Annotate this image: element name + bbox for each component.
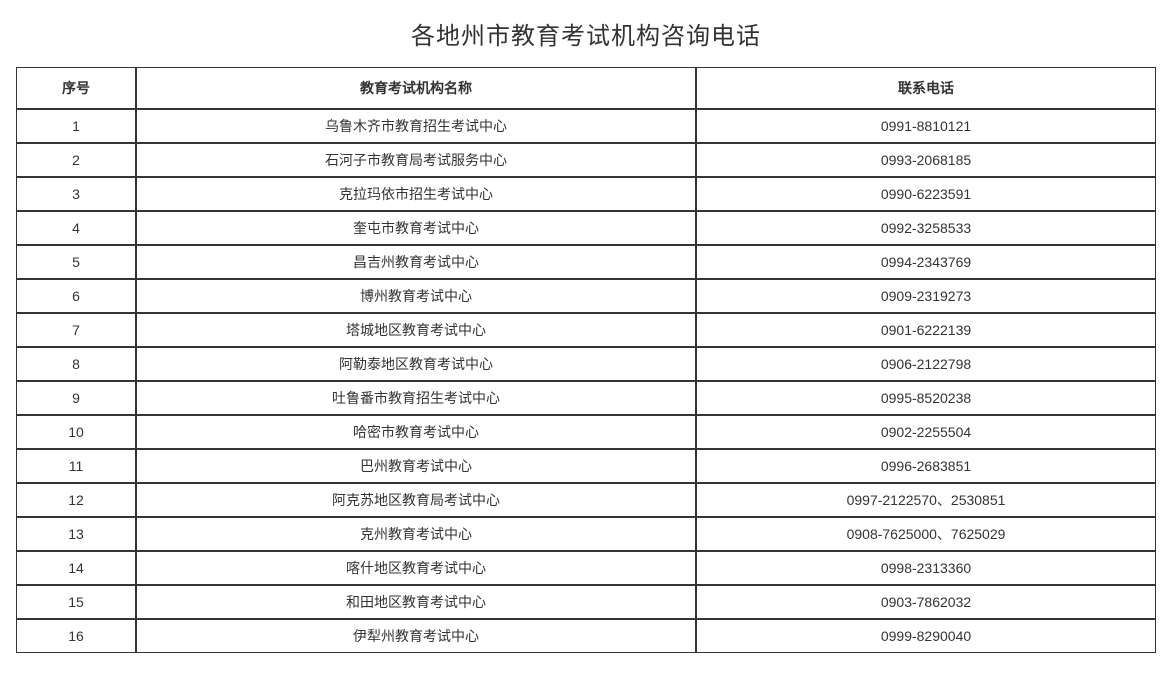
cell-name: 克拉玛依市招生考试中心 — [136, 177, 696, 211]
cell-phone: 0908-7625000、7625029 — [696, 517, 1156, 551]
cell-phone: 0996-2683851 — [696, 449, 1156, 483]
cell-name: 博州教育考试中心 — [136, 279, 696, 313]
cell-seq: 10 — [16, 415, 136, 449]
cell-seq: 13 — [16, 517, 136, 551]
cell-phone: 0901-6222139 — [696, 313, 1156, 347]
cell-seq: 16 — [16, 619, 136, 653]
cell-name: 奎屯市教育考试中心 — [136, 211, 696, 245]
cell-seq: 15 — [16, 585, 136, 619]
cell-seq: 12 — [16, 483, 136, 517]
cell-name: 阿勒泰地区教育考试中心 — [136, 347, 696, 381]
cell-name: 巴州教育考试中心 — [136, 449, 696, 483]
cell-phone: 0992-3258533 — [696, 211, 1156, 245]
table-row: 7塔城地区教育考试中心0901-6222139 — [16, 313, 1156, 347]
table-row: 15和田地区教育考试中心0903-7862032 — [16, 585, 1156, 619]
header-row: 序号 教育考试机构名称 联系电话 — [16, 67, 1156, 109]
cell-phone: 0993-2068185 — [696, 143, 1156, 177]
table-header: 序号 教育考试机构名称 联系电话 — [16, 67, 1156, 109]
cell-seq: 11 — [16, 449, 136, 483]
page-title: 各地州市教育考试机构咨询电话 — [16, 16, 1156, 51]
table-row: 4奎屯市教育考试中心0992-3258533 — [16, 211, 1156, 245]
cell-phone: 0995-8520238 — [696, 381, 1156, 415]
header-seq: 序号 — [16, 67, 136, 109]
cell-phone: 0991-8810121 — [696, 109, 1156, 143]
cell-seq: 9 — [16, 381, 136, 415]
cell-name: 和田地区教育考试中心 — [136, 585, 696, 619]
table-row: 1乌鲁木齐市教育招生考试中心0991-8810121 — [16, 109, 1156, 143]
table-row: 2石河子市教育局考试服务中心0993-2068185 — [16, 143, 1156, 177]
cell-name: 乌鲁木齐市教育招生考试中心 — [136, 109, 696, 143]
page-container: 各地州市教育考试机构咨询电话 序号 教育考试机构名称 联系电话 1乌鲁木齐市教育… — [16, 16, 1156, 653]
table-row: 13克州教育考试中心0908-7625000、7625029 — [16, 517, 1156, 551]
cell-phone: 0990-6223591 — [696, 177, 1156, 211]
table-row: 6博州教育考试中心0909-2319273 — [16, 279, 1156, 313]
cell-phone: 0994-2343769 — [696, 245, 1156, 279]
table-row: 9吐鲁番市教育招生考试中心0995-8520238 — [16, 381, 1156, 415]
cell-name: 昌吉州教育考试中心 — [136, 245, 696, 279]
header-phone: 联系电话 — [696, 67, 1156, 109]
cell-seq: 4 — [16, 211, 136, 245]
table-row: 5昌吉州教育考试中心0994-2343769 — [16, 245, 1156, 279]
cell-seq: 5 — [16, 245, 136, 279]
cell-seq: 1 — [16, 109, 136, 143]
table-row: 14喀什地区教育考试中心0998-2313360 — [16, 551, 1156, 585]
table-row: 8阿勒泰地区教育考试中心0906-2122798 — [16, 347, 1156, 381]
cell-phone: 0909-2319273 — [696, 279, 1156, 313]
cell-phone: 0902-2255504 — [696, 415, 1156, 449]
table-row: 12阿克苏地区教育局考试中心0997-2122570、2530851 — [16, 483, 1156, 517]
cell-seq: 3 — [16, 177, 136, 211]
cell-phone: 0998-2313360 — [696, 551, 1156, 585]
table-row: 11巴州教育考试中心0996-2683851 — [16, 449, 1156, 483]
cell-seq: 8 — [16, 347, 136, 381]
header-name: 教育考试机构名称 — [136, 67, 696, 109]
table-row: 3克拉玛依市招生考试中心0990-6223591 — [16, 177, 1156, 211]
table-body: 1乌鲁木齐市教育招生考试中心0991-88101212石河子市教育局考试服务中心… — [16, 109, 1156, 653]
cell-phone: 0906-2122798 — [696, 347, 1156, 381]
cell-seq: 14 — [16, 551, 136, 585]
cell-seq: 7 — [16, 313, 136, 347]
cell-name: 吐鲁番市教育招生考试中心 — [136, 381, 696, 415]
cell-name: 喀什地区教育考试中心 — [136, 551, 696, 585]
cell-name: 伊犁州教育考试中心 — [136, 619, 696, 653]
contact-table: 序号 教育考试机构名称 联系电话 1乌鲁木齐市教育招生考试中心0991-8810… — [16, 67, 1156, 653]
cell-phone: 0997-2122570、2530851 — [696, 483, 1156, 517]
cell-phone: 0999-8290040 — [696, 619, 1156, 653]
cell-name: 石河子市教育局考试服务中心 — [136, 143, 696, 177]
cell-seq: 2 — [16, 143, 136, 177]
cell-phone: 0903-7862032 — [696, 585, 1156, 619]
table-row: 10哈密市教育考试中心0902-2255504 — [16, 415, 1156, 449]
cell-name: 阿克苏地区教育局考试中心 — [136, 483, 696, 517]
cell-name: 哈密市教育考试中心 — [136, 415, 696, 449]
table-row: 16伊犁州教育考试中心0999-8290040 — [16, 619, 1156, 653]
cell-seq: 6 — [16, 279, 136, 313]
cell-name: 塔城地区教育考试中心 — [136, 313, 696, 347]
cell-name: 克州教育考试中心 — [136, 517, 696, 551]
